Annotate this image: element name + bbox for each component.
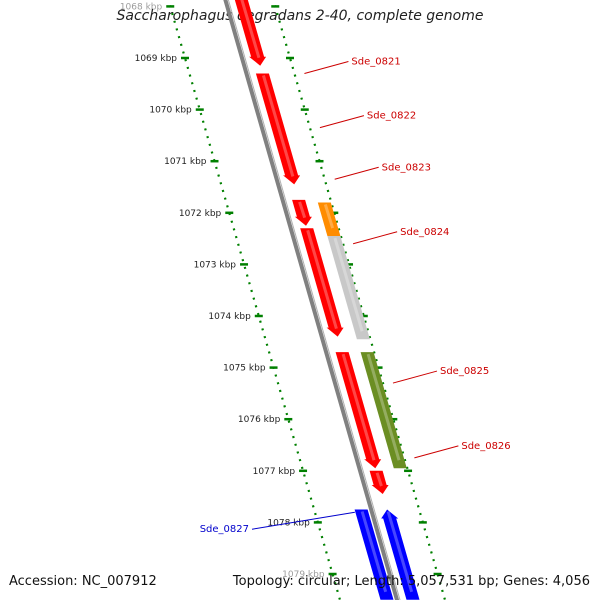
gene-feature-sde_0827[interactable]	[354, 509, 394, 600]
leader-line-sde_0826	[414, 445, 459, 459]
gene-shading	[386, 511, 414, 593]
ruler-tick-label: 1076 kbp	[238, 415, 281, 425]
leader-line-sde_0821	[304, 60, 349, 74]
ruler-tick-label: 1075 kbp	[223, 364, 266, 374]
gene-feature-sde_0822[interactable]	[292, 199, 312, 226]
ruler-tick-label: 1068 kbp	[120, 2, 163, 12]
ruler-tick-label: 1069 kbp	[135, 54, 178, 64]
gene-labels: Sde_0821 Sde_0822 Sde_0823 Sde_0824 Sde_0825…	[200, 56, 511, 535]
leader-line-sde_0827	[251, 511, 355, 530]
gene-feature-unnamed-5[interactable]	[300, 228, 344, 337]
gene-feature-unnamed-8[interactable]	[369, 470, 389, 494]
leader-line-sde_0825	[392, 370, 438, 384]
gene-feature-sde_0824[interactable]	[327, 236, 370, 340]
gene-feature-sde_0821[interactable]	[255, 73, 301, 185]
ruler-tick-label: 1077 kbp	[253, 467, 296, 477]
ruler-tick-label: 1079 kbp	[282, 570, 325, 580]
accession-text: Accession: NC_007912	[9, 574, 157, 589]
genome-backbone-highlight	[227, 0, 401, 600]
ruler-tick-label: 1073 kbp	[194, 260, 237, 270]
genome-info-text: Topology: circular; Length: 5,057,531 bp…	[232, 574, 590, 589]
gene-label-sde_0822[interactable]: Sde_0822	[367, 111, 416, 122]
ruler: 1068 kbp 1069 kbp 1070 kbp 1071 kbp 1072 kbp…	[120, 0, 447, 600]
map-title: Saccharophagus degradans 2-40, complete …	[116, 8, 484, 24]
gene-shading	[240, 0, 261, 59]
gene-shading	[333, 237, 364, 332]
gene-shading	[375, 472, 383, 487]
gene-feature-sde_0826[interactable]	[360, 352, 407, 469]
leader-line-sde_0823	[334, 166, 379, 180]
gene-feature-sde_0825[interactable]	[335, 352, 382, 469]
gene-shading	[366, 353, 401, 461]
gene-feature-sde_0823[interactable]	[317, 202, 341, 237]
gene-label-sde_0821[interactable]: Sde_0821	[351, 56, 400, 67]
gene-feature-unnamed-0[interactable]	[231, 0, 267, 66]
genome-backbone	[223, 0, 400, 600]
ruler-tick-label: 1070 kbp	[149, 106, 192, 116]
gene-label-sde_0826[interactable]: Sde_0826	[461, 441, 510, 452]
ruler-tick-label: 1072 kbp	[179, 209, 222, 219]
backbone	[223, 0, 401, 600]
ruler-dotted-line-left	[167, 0, 342, 600]
gene-label-sde_0827[interactable]: Sde_0827	[200, 524, 249, 535]
ruler-tick-label: 1074 kbp	[208, 312, 251, 322]
gene-shading	[341, 353, 376, 461]
gene-label-sde_0824[interactable]: Sde_0824	[400, 227, 449, 238]
gene-shading	[261, 75, 295, 177]
gene-label-sde_0825[interactable]: Sde_0825	[440, 366, 489, 377]
ruler-tick-label: 1071 kbp	[164, 157, 207, 167]
gene-shading	[360, 511, 388, 593]
gene-shading	[306, 229, 338, 330]
gene-shading	[323, 204, 335, 229]
gene-features	[231, 0, 420, 600]
leader-line-sde_0822	[319, 115, 365, 129]
leader-line-sde_0824	[352, 231, 398, 245]
ruler-dotted-line-right	[272, 0, 447, 600]
gene-label-sde_0823[interactable]: Sde_0823	[382, 162, 431, 173]
gene-feature-unnamed-10[interactable]	[381, 509, 420, 600]
gene-shading	[298, 201, 307, 219]
